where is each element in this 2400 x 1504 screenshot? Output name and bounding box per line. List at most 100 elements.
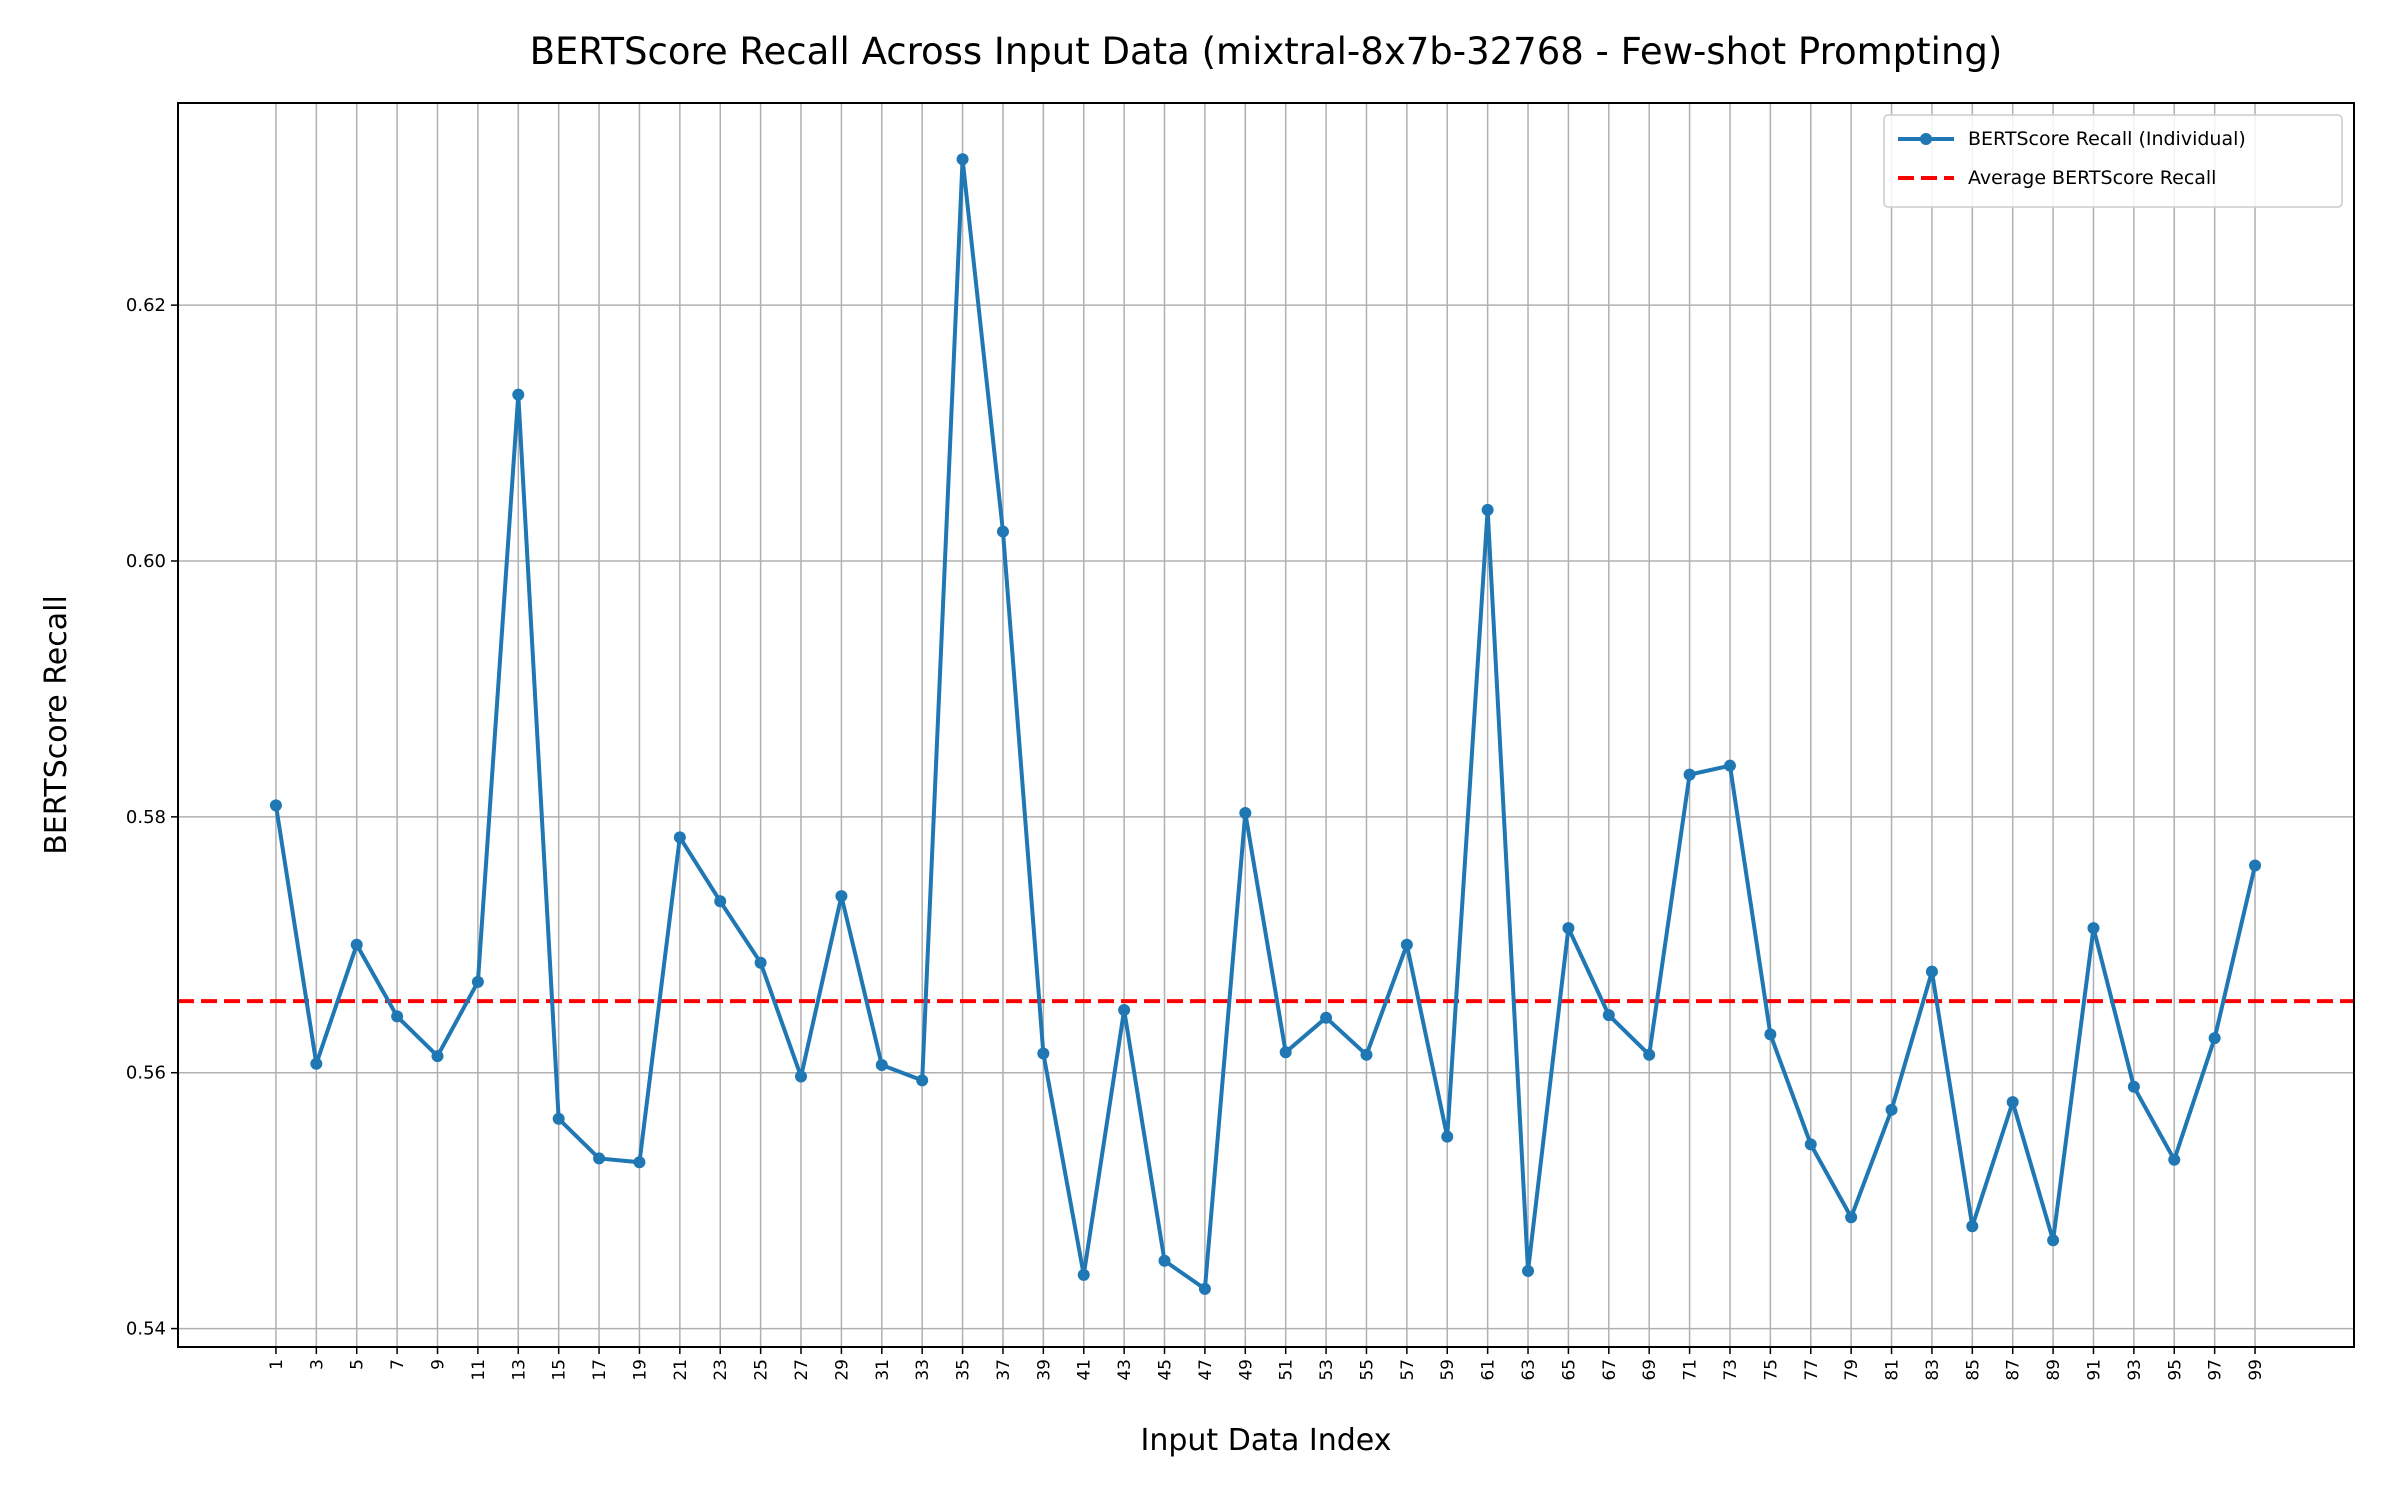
data-point: [1683, 768, 1696, 781]
data-point: [1441, 1130, 1454, 1143]
legend-box: [1883, 114, 2343, 208]
y-tick-label: 0.58: [126, 807, 166, 828]
data-point: [1885, 1103, 1898, 1116]
x-tick-label: 67: [1600, 1359, 1620, 1381]
data-point: [1723, 759, 1736, 772]
data-point: [916, 1074, 929, 1087]
y-tick-label: 0.56: [126, 1063, 166, 1084]
legend-label: BERTScore Recall (Individual): [1968, 128, 2246, 150]
data-point: [1360, 1048, 1373, 1061]
y-axis-label: BERTScore Recall: [39, 595, 74, 855]
x-tick-label: 5: [348, 1359, 368, 1370]
data-point: [1077, 1268, 1090, 1281]
data-point: [2127, 1080, 2140, 1093]
x-tick-label: 77: [1802, 1359, 1822, 1381]
x-tick-label: 85: [1963, 1359, 1983, 1381]
x-tick-label: 15: [550, 1359, 570, 1381]
x-tick-label: 27: [792, 1359, 812, 1381]
data-point: [1239, 807, 1252, 820]
x-tick-label: 81: [1883, 1359, 1903, 1381]
data-point: [1481, 503, 1494, 516]
x-tick-label: 13: [509, 1359, 529, 1381]
data-point: [1320, 1011, 1333, 1024]
data-point: [835, 890, 848, 903]
data-point: [1925, 965, 1938, 978]
data-point: [1764, 1028, 1777, 1041]
data-point: [1562, 922, 1575, 935]
y-tick-label: 0.62: [126, 295, 166, 316]
x-tick-label: 73: [1721, 1359, 1741, 1381]
x-tick-label: 25: [752, 1359, 772, 1381]
x-tick-label: 87: [2004, 1359, 2024, 1381]
x-tick-label: 23: [711, 1359, 731, 1381]
x-axis-label: Input Data Index: [1141, 1423, 1392, 1458]
x-tick-label: 31: [873, 1359, 893, 1381]
x-tick-label: 7: [388, 1359, 408, 1370]
x-tick-label: 83: [1923, 1359, 1943, 1381]
y-tick-label: 0.54: [126, 1319, 166, 1340]
x-tick-label: 61: [1479, 1359, 1499, 1381]
data-point: [2087, 922, 2100, 935]
data-point: [1602, 1009, 1615, 1022]
data-point: [552, 1112, 565, 1125]
x-tick-label: 55: [1357, 1359, 1377, 1381]
data-point: [1279, 1046, 1292, 1059]
x-tick-label: 63: [1519, 1359, 1539, 1381]
data-point: [875, 1059, 888, 1072]
data-point: [2168, 1153, 2181, 1166]
data-point: [795, 1070, 808, 1083]
x-tick-label: 47: [1196, 1359, 1216, 1381]
x-tick-label: 19: [630, 1359, 650, 1381]
legend: BERTScore Recall (Individual) Average BER…: [1883, 114, 2343, 208]
data-point: [2006, 1096, 2019, 1109]
data-point: [512, 388, 525, 401]
legend-marker: [1920, 133, 1932, 145]
x-tick-label: 39: [1034, 1359, 1054, 1381]
data-point: [1804, 1138, 1817, 1151]
x-tick-label: 35: [954, 1359, 974, 1381]
data-point: [2208, 1032, 2221, 1045]
x-tick-label: 45: [1156, 1359, 1176, 1381]
x-tick-label: 93: [2125, 1359, 2145, 1381]
data-point: [996, 525, 1009, 538]
data-point: [633, 1156, 646, 1169]
data-point: [2249, 859, 2262, 872]
x-tick-label: 43: [1115, 1359, 1135, 1381]
x-tick-label: 91: [2084, 1359, 2104, 1381]
x-tick-label: 29: [832, 1359, 852, 1381]
x-tick-label: 95: [2165, 1359, 2185, 1381]
data-point: [714, 895, 727, 908]
x-tick-label: 97: [2206, 1359, 2226, 1381]
x-tick-label: 11: [469, 1359, 489, 1381]
x-tick-label: 99: [2246, 1359, 2266, 1381]
x-tick-label: 21: [671, 1359, 691, 1381]
data-point: [1037, 1047, 1050, 1060]
data-point: [2047, 1234, 2060, 1247]
x-tick-label: 79: [1842, 1359, 1862, 1381]
x-tick-label: 53: [1317, 1359, 1337, 1381]
data-point: [1198, 1282, 1211, 1295]
data-point: [269, 799, 282, 812]
data-point: [956, 153, 969, 166]
data-point: [673, 831, 686, 844]
data-point: [350, 938, 363, 951]
data-point: [1522, 1265, 1535, 1278]
data-point: [1118, 1004, 1131, 1017]
series-line: [273, 157, 2257, 1291]
data-point: [1643, 1048, 1656, 1061]
data-point: [754, 956, 767, 969]
legend-label: Average BERTScore Recall: [1968, 167, 2216, 189]
x-tick-label: 41: [1075, 1359, 1095, 1381]
chart-title: BERTScore Recall Across Input Data (mixt…: [530, 30, 2003, 73]
x-tick-label: 17: [590, 1359, 610, 1381]
data-point: [1845, 1211, 1858, 1224]
x-tick-label: 37: [994, 1359, 1014, 1381]
x-tick-label: 69: [1640, 1359, 1660, 1381]
data-point: [391, 1010, 404, 1023]
data-point: [593, 1152, 606, 1165]
y-tick-label: 0.60: [126, 551, 166, 572]
plot-frame: [177, 102, 2355, 1348]
data-point: [310, 1057, 323, 1070]
x-tick-label: 3: [307, 1359, 327, 1370]
